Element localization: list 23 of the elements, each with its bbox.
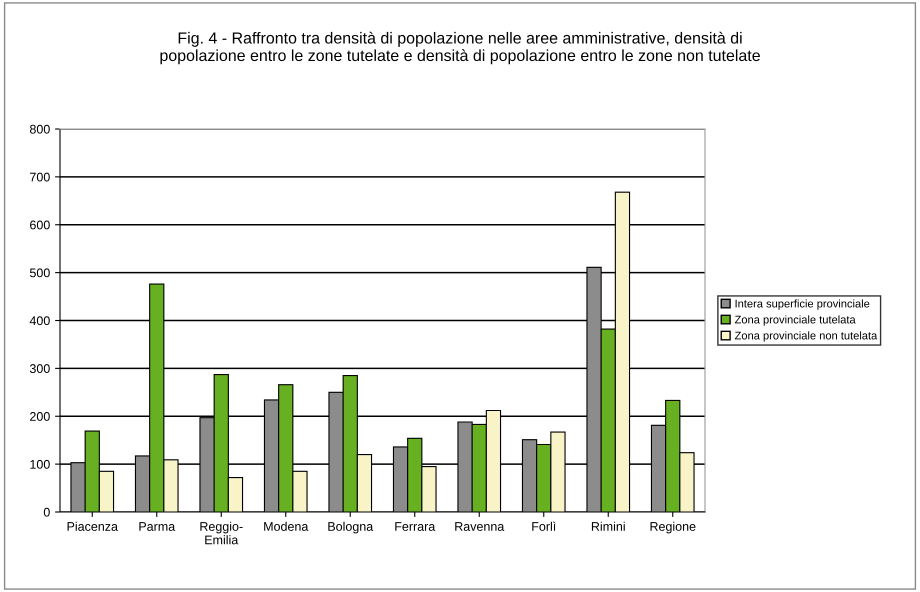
x-tick-label: Ferrara <box>395 522 436 531</box>
y-tick-label: 200 <box>30 412 50 421</box>
y-tick-label: 500 <box>30 268 50 278</box>
y-tick-label: 0 <box>44 508 50 517</box>
y-tick-label: 700 <box>30 172 50 182</box>
x-tick-label: Ravenna <box>455 522 504 531</box>
x-tick-label: Rimini <box>592 522 625 531</box>
y-tick-label: 100 <box>30 460 50 469</box>
x-tick-label: Parma <box>139 522 176 531</box>
legend-label: Zona provinciale tutelata <box>734 315 856 326</box>
legend-label: Zona provinciale non tutelata <box>734 331 878 342</box>
x-tick-label: Piacenza <box>68 522 118 531</box>
y-tick-label: 300 <box>30 364 50 374</box>
x-tick-label: Reggio- Emilia <box>200 522 243 544</box>
y-tick-label: 600 <box>30 220 50 230</box>
y-tick-label: 400 <box>30 316 50 326</box>
legend-label: Intera superficie provinciale <box>736 299 870 310</box>
y-tick-label: 800 <box>30 124 50 134</box>
x-tick-label: Bologna <box>328 522 374 534</box>
x-tick-label: Modena <box>264 522 308 531</box>
x-tick-label: Forlì <box>532 522 556 531</box>
chart-title: Fig. 4 - Raffronto tra densità di popolazione nelle aree amministrative, densità di popolazione entro le zone tutelate e densità di popolazione entro le zone non tutelate <box>160 32 760 64</box>
x-tick-label: Regione <box>650 522 696 534</box>
